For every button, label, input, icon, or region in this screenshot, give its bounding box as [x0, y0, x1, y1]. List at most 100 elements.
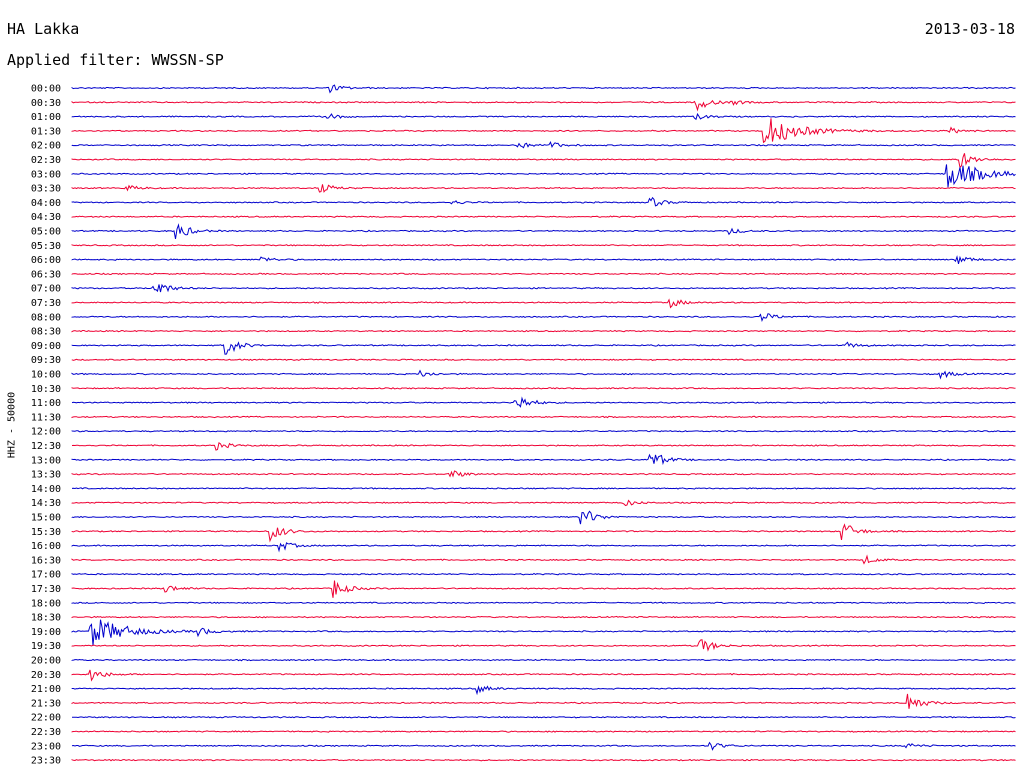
row-label-1500: 15:00	[31, 513, 61, 524]
trace-1130	[71, 415, 1016, 419]
row-label-2230: 22:30	[31, 727, 61, 738]
trace-0500	[71, 223, 1016, 239]
trace-1400	[71, 487, 1016, 490]
row-label-0830: 08:30	[31, 327, 61, 338]
trace-2000	[71, 658, 1016, 662]
trace-1700	[71, 572, 1016, 576]
trace-1800	[71, 601, 1016, 605]
trace-0100	[71, 112, 1016, 121]
trace-1730	[71, 580, 1016, 598]
row-label-1300: 13:00	[31, 455, 61, 466]
trace-1830	[71, 615, 1016, 619]
trace-0800	[71, 313, 1016, 323]
row-label-0300: 03:00	[31, 169, 61, 180]
trace-2130	[71, 693, 1016, 709]
trace-1930	[71, 639, 1016, 652]
row-label-0730: 07:30	[31, 298, 61, 309]
trace-2300	[71, 741, 1016, 751]
row-label-0130: 01:30	[31, 126, 61, 137]
trace-0730	[71, 298, 1016, 309]
traces-group	[71, 84, 1016, 762]
trace-0830	[71, 329, 1016, 333]
trace-0200	[71, 141, 1016, 149]
row-label-2100: 21:00	[31, 684, 61, 695]
row-label-1400: 14:00	[31, 484, 61, 495]
row-label-2000: 20:00	[31, 656, 61, 667]
row-label-1630: 16:30	[31, 555, 61, 566]
trace-0330	[71, 184, 1016, 193]
row-label-1700: 17:00	[31, 570, 61, 581]
trace-1430	[71, 499, 1016, 507]
row-label-1930: 19:30	[31, 641, 61, 652]
row-label-0500: 05:00	[31, 227, 61, 238]
trace-0430	[71, 215, 1016, 218]
date-label: 2013-03-18	[924, 20, 1015, 38]
trace-2230	[71, 730, 1016, 733]
trace-2100	[71, 685, 1016, 696]
row-label-0630: 06:30	[31, 269, 61, 280]
row-label-0400: 04:00	[31, 198, 61, 209]
row-label-2130: 21:30	[31, 698, 61, 709]
trace-1900	[71, 619, 1016, 646]
row-label-1200: 12:00	[31, 427, 61, 438]
trace-0530	[71, 244, 1016, 247]
row-label-0100: 01:00	[31, 112, 61, 123]
trace-1200	[71, 429, 1016, 433]
trace-0000	[71, 84, 1016, 94]
trace-1100	[71, 396, 1016, 408]
row-label-1800: 18:00	[31, 598, 61, 609]
row-label-1830: 18:30	[31, 613, 61, 624]
row-label-1030: 10:30	[31, 384, 61, 395]
row-label-2030: 20:30	[31, 670, 61, 681]
trace-1030	[71, 387, 1016, 390]
trace-1230	[71, 441, 1016, 451]
trace-2030	[71, 669, 1016, 682]
trace-1000	[71, 369, 1016, 380]
row-label-0900: 09:00	[31, 341, 61, 352]
row-label-2300: 23:00	[31, 741, 61, 752]
trace-0630	[71, 272, 1016, 276]
row-label-0600: 06:00	[31, 255, 61, 266]
row-label-2330: 23:30	[31, 756, 61, 767]
row-label-0430: 04:30	[31, 212, 61, 223]
row-label-1230: 12:30	[31, 441, 61, 452]
row-label-1730: 17:30	[31, 584, 61, 595]
trace-1600	[71, 542, 1016, 553]
trace-1330	[71, 470, 1016, 478]
trace-2200	[71, 716, 1016, 719]
row-label-0330: 03:30	[31, 184, 61, 195]
row-label-1100: 11:00	[31, 398, 61, 409]
trace-0900	[71, 341, 1016, 355]
row-label-0700: 07:00	[31, 284, 61, 295]
trace-0300	[71, 164, 1016, 188]
row-label-1900: 19:00	[31, 627, 61, 638]
trace-0700	[71, 283, 1016, 293]
row-label-0030: 00:30	[31, 98, 61, 109]
trace-1300	[71, 453, 1016, 466]
trace-1500	[71, 510, 1016, 525]
trace-0130	[71, 118, 1016, 144]
row-label-2200: 22:00	[31, 713, 61, 724]
row-label-0530: 05:30	[31, 241, 61, 252]
trace-0600	[71, 255, 1016, 265]
row-label-1130: 11:30	[31, 412, 61, 423]
row-label-0800: 08:00	[31, 312, 61, 323]
trace-1530	[71, 523, 1016, 543]
trace-1630	[71, 554, 1016, 565]
trace-0230	[71, 153, 1016, 169]
row-label-0000: 00:00	[31, 84, 61, 95]
row-label-1530: 15:30	[31, 527, 61, 538]
trace-0930	[71, 358, 1016, 361]
row-label-0930: 09:30	[31, 355, 61, 366]
row-label-1000: 10:00	[31, 370, 61, 381]
row-labels-group: 00:00 00:30 01:00 01:30 02:00 02:30 03:00 03:30…	[31, 84, 61, 767]
station-title: HA Lakka	[7, 20, 80, 38]
row-label-0230: 02:30	[31, 155, 61, 166]
row-label-1430: 14:30	[31, 498, 61, 509]
row-label-1330: 13:30	[31, 470, 61, 481]
row-label-0200: 02:00	[31, 141, 61, 152]
trace-0400	[71, 196, 1016, 207]
trace-2330	[71, 758, 1016, 762]
trace-0030	[71, 99, 1016, 112]
